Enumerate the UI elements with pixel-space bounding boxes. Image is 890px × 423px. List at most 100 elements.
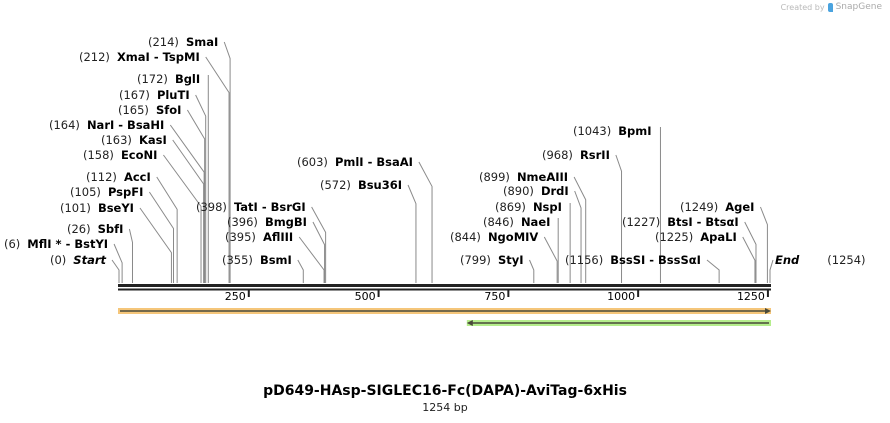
site-position: (968)	[542, 148, 573, 162]
site-name: EcoNI	[120, 148, 158, 162]
ruler-tick-label: 750	[484, 290, 506, 303]
restriction-site-label[interactable]: (112) AccI	[86, 170, 151, 184]
site-name: AccI	[123, 170, 151, 184]
site-name: AflIII	[262, 230, 294, 244]
credit-brand: SnapGene	[835, 2, 882, 12]
dna-backbone	[118, 284, 771, 291]
restriction-site-label[interactable]: (572) Bsu36I	[320, 178, 402, 192]
site-position: (890)	[503, 184, 534, 198]
site-position: (158)	[83, 148, 114, 162]
restriction-site-label[interactable]: (165) SfoI	[118, 103, 181, 117]
site-name: XmaI - TspMI	[116, 50, 200, 64]
restriction-site-label[interactable]: (26) SbfI	[67, 222, 123, 236]
site-name: NspI	[532, 200, 562, 214]
restriction-site-label[interactable]: (1227) BtsI - BtsαI	[622, 215, 739, 229]
restriction-site-label[interactable]: (968) RsrII	[542, 148, 610, 162]
restriction-site-label[interactable]: (899) NmeAIII	[479, 170, 568, 184]
site-position: (899)	[479, 170, 510, 184]
site-name: DrdI	[540, 184, 569, 198]
snapgene-logo-icon	[827, 2, 833, 12]
site-position: (395)	[225, 230, 256, 244]
site-name: Bsu36I	[357, 178, 403, 192]
snapgene-credit: Created by SnapGene	[781, 2, 882, 12]
restriction-site-label[interactable]: (355) BsmI	[222, 253, 292, 267]
restriction-site-label[interactable]: (172) BglI	[137, 72, 200, 86]
arrow-right-icon	[765, 308, 771, 314]
site-name: SfoI	[155, 103, 182, 117]
site-name: BpmI	[618, 124, 652, 138]
site-position: (167)	[119, 88, 150, 102]
restriction-site-label[interactable]: (1249) AgeI	[680, 200, 754, 214]
restriction-site-label[interactable]: (214) SmaI	[148, 35, 218, 49]
site-name: ApaLI	[700, 230, 737, 244]
site-name: SmaI	[185, 35, 219, 49]
restriction-site-label[interactable]: End (1254)	[775, 253, 866, 267]
site-name: BsmI	[259, 253, 292, 267]
features	[118, 308, 771, 326]
site-name: End	[775, 253, 800, 267]
site-position: (212)	[79, 50, 110, 64]
restriction-site-label[interactable]: (164) NarI - BsaHI	[49, 118, 164, 132]
restriction-site-label[interactable]: (869) NspI	[495, 200, 562, 214]
site-position: (1249)	[680, 200, 719, 214]
restriction-site-label[interactable]: (1225) ApaLI	[655, 230, 737, 244]
site-name: NarI - BsaHI	[86, 118, 165, 132]
site-name: PmlI - BsaAI	[334, 155, 413, 169]
site-position: (396)	[227, 215, 258, 229]
site-name: NgoMIV	[487, 230, 539, 244]
restriction-site-label[interactable]: (603) PmlI - BsaAI	[297, 155, 413, 169]
site-position: (164)	[49, 118, 80, 132]
site-position: (799)	[460, 253, 491, 267]
restriction-site-label[interactable]: (396) BmgBI	[227, 215, 307, 229]
site-position: (869)	[495, 200, 526, 214]
restriction-site-label[interactable]: (212) XmaI - TspMI	[79, 50, 200, 64]
site-position: (0)	[50, 253, 67, 267]
site-name: BssSI - BssSαI	[610, 253, 701, 267]
site-position: (6)	[4, 237, 21, 251]
restriction-site-label[interactable]: (167) PluTI	[119, 88, 190, 102]
site-name: NmeAIII	[516, 170, 569, 184]
restriction-site-label[interactable]: (105) PspFI	[70, 185, 143, 199]
sequence-title: pD649-HAsp-SIGLEC16-Fc(DAPA)-AviTag-6xHi…	[263, 383, 627, 399]
site-name: SbfI	[97, 222, 124, 236]
site-position: (355)	[222, 253, 253, 267]
restriction-site-label[interactable]: (6) MflI * - BstYI	[4, 237, 108, 251]
site-position: (1043)	[573, 124, 612, 138]
site-position: (165)	[118, 103, 149, 117]
site-name: MflI * - BstYI	[27, 237, 109, 251]
restriction-site-label[interactable]: (0) Start	[50, 253, 106, 267]
restriction-site-label[interactable]: (395) AflIII	[225, 230, 293, 244]
site-position: (1156)	[565, 253, 604, 267]
sequence-length: 1254 bp	[422, 401, 468, 414]
restriction-site-label[interactable]: (101) BseYI	[60, 201, 134, 215]
site-position: (26)	[67, 222, 91, 236]
site-position: (603)	[297, 155, 328, 169]
ruler-ticks	[247, 290, 769, 297]
restriction-site-label[interactable]: (163) KasI	[101, 133, 167, 147]
restriction-site-label[interactable]: (1156) BssSI - BssSαI	[565, 253, 701, 267]
site-position: (214)	[148, 35, 179, 49]
restriction-site-label[interactable]: (398) TatI - BsrGI	[196, 200, 306, 214]
site-name: TatI - BsrGI	[233, 200, 306, 214]
site-position: (572)	[320, 178, 351, 192]
restriction-site-label[interactable]: (846) NaeI	[483, 215, 550, 229]
site-name: RsrII	[579, 148, 610, 162]
site-position: (1225)	[655, 230, 694, 244]
ruler-tick-label: 250	[224, 290, 246, 303]
site-name: Start	[73, 253, 107, 267]
ruler-tick-label: 1000	[607, 290, 636, 303]
restriction-site-label[interactable]: (1043) BpmI	[573, 124, 652, 138]
credit-prefix: Created by	[780, 2, 825, 12]
site-name: PluTI	[156, 88, 190, 102]
site-position: (844)	[450, 230, 481, 244]
restriction-site-label[interactable]: (890) DrdI	[503, 184, 569, 198]
site-name: AgeI	[725, 200, 755, 214]
site-name: BglI	[174, 72, 201, 86]
site-position: (105)	[70, 185, 101, 199]
site-name: PspFI	[107, 185, 144, 199]
site-name: KasI	[138, 133, 167, 147]
restriction-site-label[interactable]: (799) StyI	[460, 253, 524, 267]
restriction-site-label[interactable]: (158) EcoNI	[83, 148, 157, 162]
restriction-site-label[interactable]: (844) NgoMIV	[450, 230, 538, 244]
